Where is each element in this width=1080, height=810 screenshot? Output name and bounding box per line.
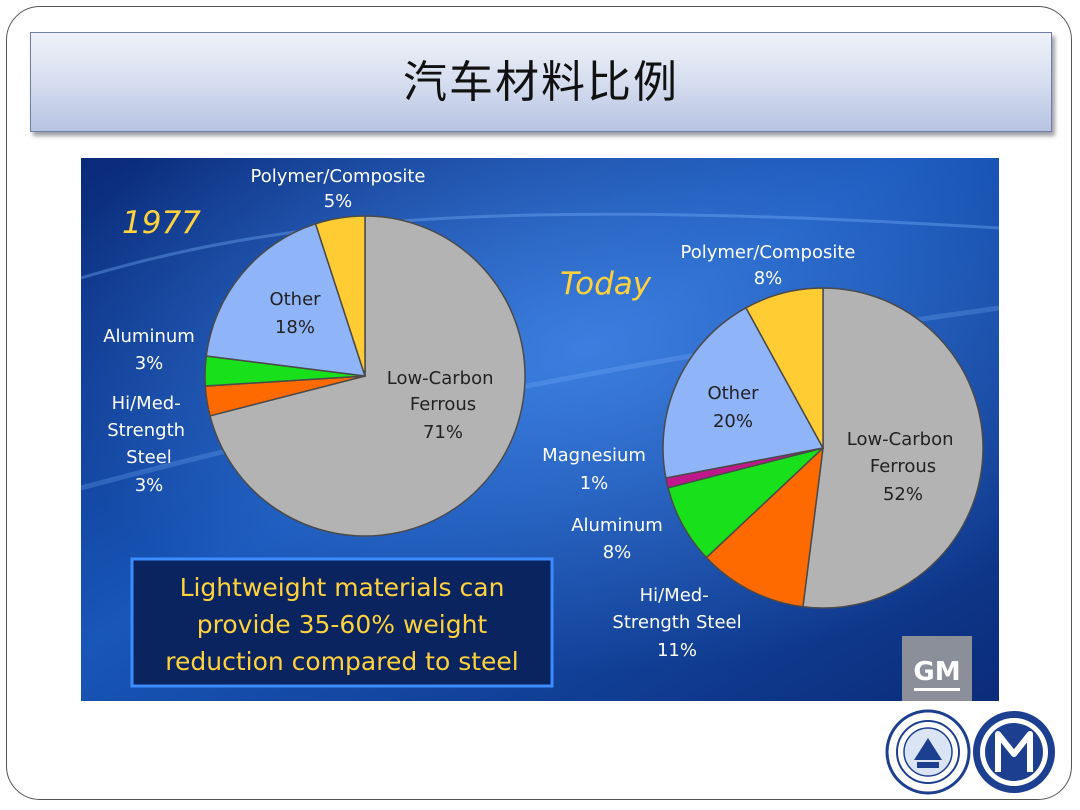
slice-value: 52% (883, 484, 923, 505)
callout-border (130, 557, 554, 688)
slice-value: 1% (580, 473, 609, 494)
slice-label: Polymer/Composite (250, 166, 425, 187)
pie-chart-panel: 1977 Polymer/Composite 5% Other 18% Alum… (81, 158, 999, 701)
pie-slice (209, 215, 526, 537)
pie-1977: 1977 Polymer/Composite 5% Other 18% Alum… (103, 166, 526, 537)
slice-label: Hi/Med- Strength Steel (107, 393, 191, 468)
slice-label: Aluminum (571, 515, 663, 536)
background-swoosh (81, 212, 999, 280)
gm-logo-underline (914, 688, 960, 691)
slice-label: Low-Carbon Ferrous (847, 429, 960, 477)
slice-label: Hi/Med- Strength Steel (612, 585, 741, 633)
slice-label: Aluminum (103, 326, 195, 347)
callout-box: Lightweight materials can provide 35-60%… (130, 557, 554, 688)
callout-line: provide 35-60% weight (197, 610, 488, 639)
pie-year-label: Today (560, 266, 652, 302)
pie-slice (314, 215, 366, 377)
pie-slice (705, 446, 825, 608)
gm-logo-text: GM (913, 657, 960, 687)
slice-value: 3% (135, 353, 164, 374)
slide-title-bar: 汽车材料比例 (30, 32, 1052, 132)
sjtu-seal-icon (885, 709, 971, 795)
slice-label: Magnesium (542, 445, 646, 466)
slice-value: 8% (754, 268, 783, 289)
gm-logo: GM (902, 636, 972, 701)
pie-slice (662, 306, 825, 479)
slide-title: 汽车材料比例 (403, 57, 679, 108)
slice-value: 5% (324, 191, 353, 212)
callout-line: reduction compared to steel (165, 647, 519, 676)
pie-slice (802, 287, 984, 609)
slice-label: Other (269, 289, 321, 310)
slice-value: 18% (275, 317, 315, 338)
slice-value: 11% (657, 640, 697, 661)
pie-slice (744, 287, 824, 449)
mechanical-school-logo-icon (973, 711, 1055, 793)
pie-today: Today Polymer/Composite 8% Other 20% Mag… (542, 242, 984, 661)
slice-value: 20% (713, 411, 753, 432)
slice-label: Polymer/Composite (680, 242, 855, 263)
slice-value: 8% (603, 542, 632, 563)
slice-label: Low-Carbon Ferrous (387, 368, 500, 415)
slice-value: 3% (135, 475, 164, 496)
slice-label: Other (707, 383, 759, 404)
callout-line: Lightweight materials can (180, 573, 505, 602)
slice-value: 71% (423, 422, 463, 443)
university-logos (885, 709, 1055, 795)
pie-year-label: 1977 (122, 205, 201, 241)
pie-slice (205, 222, 367, 377)
